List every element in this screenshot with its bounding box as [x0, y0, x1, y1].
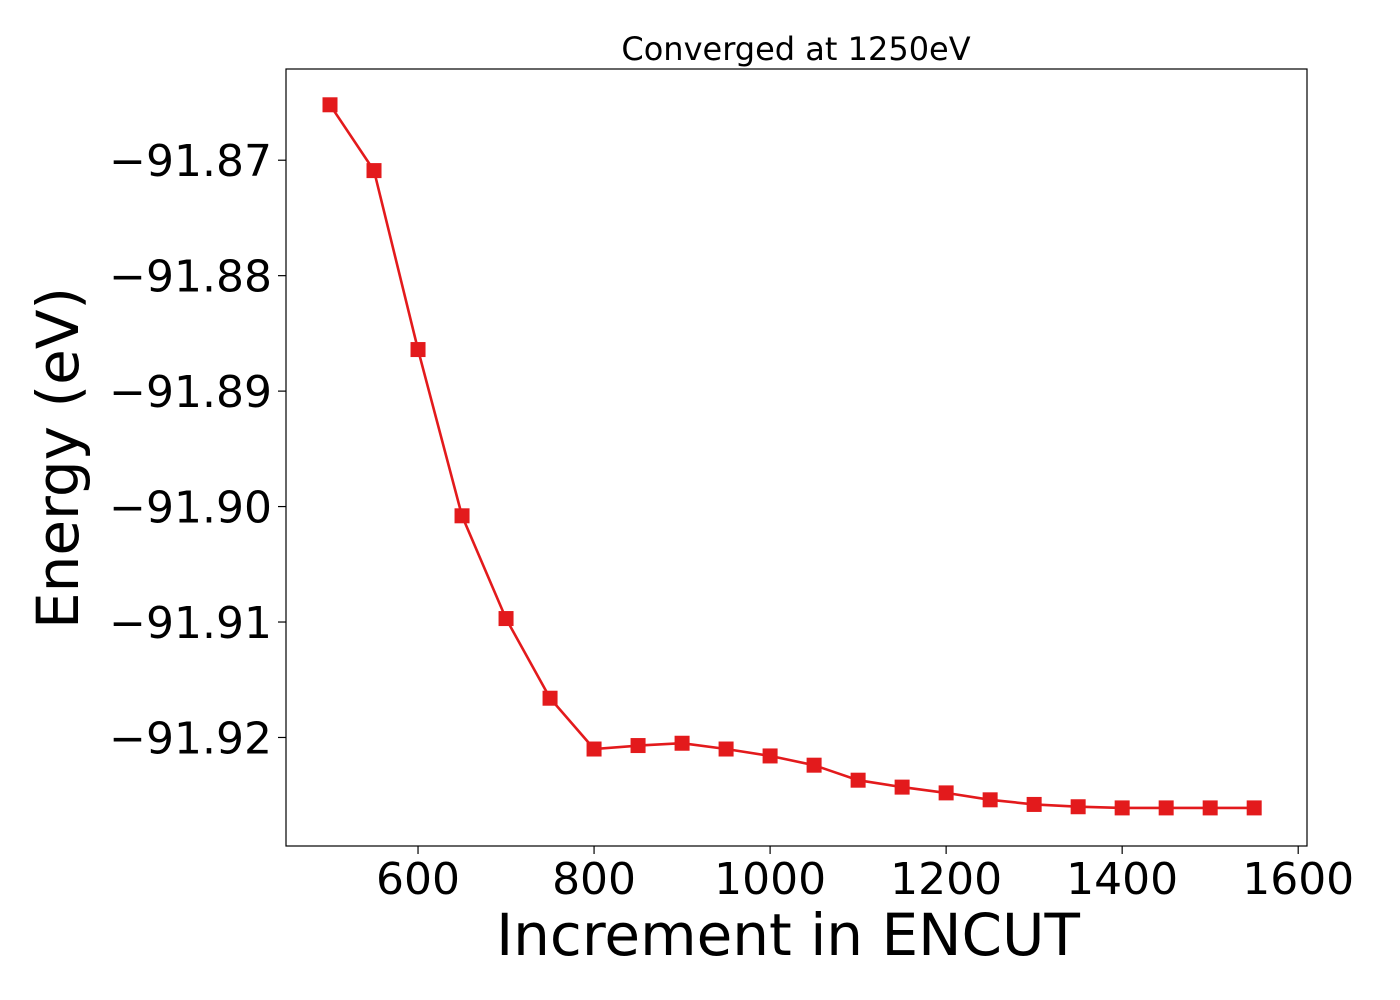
- x-tick-label: 800: [552, 854, 636, 905]
- data-point: [1158, 800, 1174, 816]
- series-layer: [322, 97, 1262, 816]
- y-tick-label: −91.92: [109, 713, 272, 764]
- y-axis-label: Energy (eV): [24, 287, 92, 629]
- x-tick-label: 1600: [1242, 854, 1354, 905]
- x-tick-label: 600: [376, 854, 460, 905]
- data-point: [718, 741, 734, 757]
- data-point: [1114, 800, 1130, 816]
- data-point: [1070, 799, 1086, 815]
- data-point: [586, 741, 602, 757]
- data-point: [1202, 800, 1218, 816]
- data-point: [806, 757, 822, 773]
- x-tick-label: 1200: [890, 854, 1002, 905]
- data-point: [322, 97, 338, 113]
- data-point: [982, 792, 998, 808]
- data-point: [1246, 800, 1262, 816]
- data-point: [366, 163, 382, 179]
- y-tick-label: −91.89: [109, 367, 272, 418]
- data-point: [630, 738, 646, 754]
- plot-area-frame: [285, 68, 1308, 847]
- data-point: [410, 342, 426, 358]
- y-tick-label: −91.87: [109, 136, 272, 187]
- y-tick-label: −91.90: [109, 483, 272, 534]
- series-line: [328, 104, 1255, 810]
- y-tick-label: −91.88: [109, 252, 272, 303]
- data-point: [850, 772, 866, 788]
- x-axis-label: Increment in ENCUT: [496, 901, 1080, 969]
- x-axis: 600 800 1000 1200 1400 1600: [376, 846, 1354, 905]
- data-point: [542, 690, 558, 706]
- data-point: [674, 735, 690, 751]
- data-point: [894, 779, 910, 795]
- data-point: [1026, 796, 1042, 812]
- data-point: [938, 785, 954, 801]
- x-tick-label: 1000: [714, 854, 826, 905]
- x-tick-label: 1400: [1066, 854, 1178, 905]
- y-tick-label: −91.91: [109, 598, 272, 649]
- chart-title: Converged at 1250eV: [621, 30, 970, 68]
- y-axis: −91.92 −91.91 −91.90 −91.89 −91.88 −91.87: [109, 136, 286, 764]
- data-point: [454, 508, 470, 524]
- data-point: [762, 748, 778, 764]
- data-point: [498, 611, 514, 627]
